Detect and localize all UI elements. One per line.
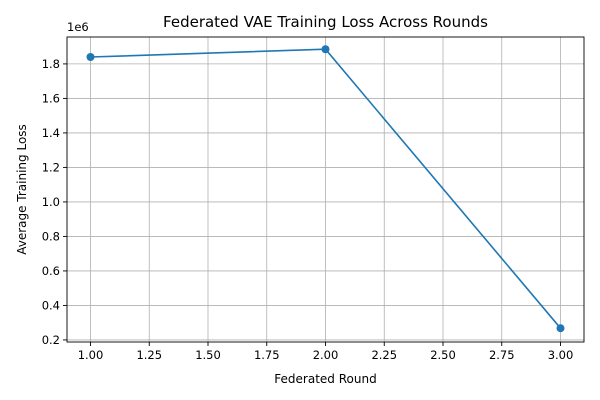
y-axis-label: Average Training Loss (15, 124, 29, 255)
y-tick-label: 1.4 (42, 126, 60, 140)
y-axis-offset-label: 1e6 (67, 20, 89, 34)
x-tick-label: 3.00 (548, 348, 574, 362)
data-point (321, 45, 330, 54)
x-tick-label: 1.25 (136, 348, 162, 362)
y-tick-label: 0.4 (42, 298, 60, 312)
y-tick-label: 0.8 (42, 229, 60, 243)
y-tick-label: 1.6 (42, 91, 60, 105)
axis-ticks: 1.00 1.25 1.50 1.75 2.00 2.25 2.50 2.75 3.00 0.2 0… (42, 57, 574, 362)
x-tick-label: 2.25 (371, 348, 397, 362)
plot-frame (66, 36, 585, 343)
x-tick-label: 1.00 (78, 348, 104, 362)
y-tick-label: 1.2 (42, 160, 60, 174)
grid-lines (67, 37, 584, 342)
y-tick-label: 1.0 (42, 195, 60, 209)
y-tick-label: 1.8 (42, 57, 60, 71)
y-tick-label: 0.6 (42, 264, 60, 278)
x-tick-label: 1.50 (195, 348, 221, 362)
data-point (556, 324, 565, 333)
data-point (86, 53, 95, 62)
x-tick-label: 1.75 (254, 348, 280, 362)
x-tick-label: 2.75 (489, 348, 515, 362)
chart-title: Federated VAE Training Loss Across Round… (163, 13, 488, 31)
x-tick-label: 2.00 (313, 348, 339, 362)
series-layer (86, 45, 565, 333)
x-tick-label: 2.50 (430, 348, 456, 362)
x-axis-label: Federated Round (274, 372, 376, 386)
y-tick-label: 0.2 (42, 333, 60, 347)
